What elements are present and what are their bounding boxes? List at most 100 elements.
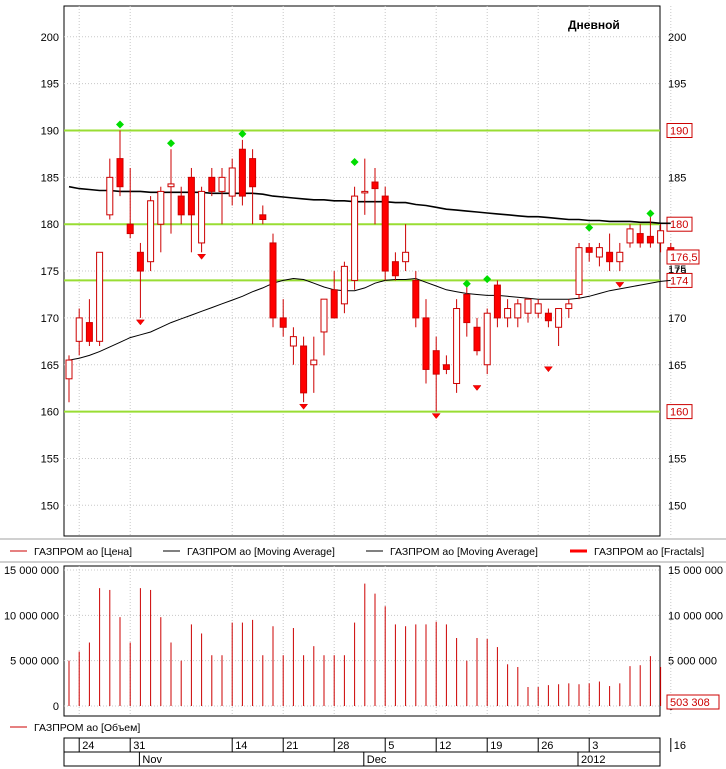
price-tick-right: 185 <box>668 172 686 184</box>
candle-body-down <box>126 223 134 235</box>
last-volume-box <box>666 694 720 710</box>
price-tick-left: 170 <box>41 313 59 325</box>
candle-body-up <box>453 308 461 384</box>
price-tick-left: 190 <box>41 126 59 138</box>
price-tick-right: 170 <box>668 313 686 325</box>
price-tick-right: 165 <box>668 360 686 372</box>
legend-label: ГАЗПРОМ ао [Moving Average] <box>390 546 538 558</box>
price-tick-left: 165 <box>41 360 59 372</box>
candle-body-down <box>187 176 195 216</box>
candle-body-down <box>473 326 481 352</box>
candle-body-down <box>606 251 614 263</box>
candle-body-up <box>555 308 563 328</box>
candle-body-down <box>422 317 430 370</box>
day-axis-label: 5 <box>388 740 394 752</box>
candle-body-up <box>504 308 512 319</box>
candle-body-up <box>65 359 73 380</box>
price-tick-left: 200 <box>41 32 59 44</box>
fractal-up-marker <box>646 209 655 218</box>
candle-body-up <box>616 251 624 263</box>
day-axis-label: 26 <box>541 740 553 752</box>
fractal-down-marker <box>615 282 625 288</box>
day-axis-label: 14 <box>235 740 247 752</box>
moving-average-fast <box>68 277 671 361</box>
day-axis-row <box>63 737 661 753</box>
day-axis-label: 21 <box>286 740 298 752</box>
day-axis-label: 31 <box>133 740 145 752</box>
legend-label: ГАЗПРОМ ао [Цена] <box>34 546 132 558</box>
legend-label: ГАЗПРОМ ао [Fractals] <box>594 546 704 558</box>
candle-body-up <box>198 190 206 244</box>
last-price-box <box>666 249 700 265</box>
candle-body-up <box>351 195 359 281</box>
price-tick-right: 195 <box>668 79 686 91</box>
period-label: Дневной <box>568 18 620 32</box>
price-panel: 1501501551551601601651651701701751751801… <box>41 5 700 537</box>
fractal-up-marker <box>238 129 247 138</box>
level-label-box <box>666 123 693 138</box>
fractal-down-marker <box>197 254 207 260</box>
candle-body-down <box>371 181 379 190</box>
candle-body-down <box>381 195 389 272</box>
candle-body-up <box>575 247 583 295</box>
day-axis-label: 19 <box>490 740 502 752</box>
day-axis-label: 3 <box>592 740 598 752</box>
day-axis-label: 28 <box>337 740 349 752</box>
price-tick-left: 150 <box>41 500 59 512</box>
candle-body-up <box>565 303 573 310</box>
candle-body-up <box>310 359 318 366</box>
level-label: 180 <box>670 219 688 231</box>
candle-body-down <box>249 158 257 188</box>
fractal-down-marker <box>299 403 309 410</box>
legend-label: ГАЗПРОМ ао [Объем] <box>34 722 140 734</box>
moving-average-slow <box>68 185 671 225</box>
price-tick-left: 195 <box>41 79 59 91</box>
volume-tick-left: 15 000 000 <box>4 565 59 577</box>
candle-body-up <box>218 176 226 192</box>
level-label-box <box>666 404 693 420</box>
month-axis-label: Nov <box>142 754 162 766</box>
candle-body-down <box>646 235 654 244</box>
candle-body-down <box>493 284 501 319</box>
candle-body-up <box>75 317 83 342</box>
candle-body-up <box>402 251 410 263</box>
candle-body-up <box>483 312 491 366</box>
last-volume-label: 503 308 <box>670 697 710 709</box>
candle-body-down <box>412 279 420 319</box>
candle-body-up <box>96 251 104 342</box>
volume-tick-left: 5 000 000 <box>10 656 59 668</box>
candle-body-down <box>463 293 471 324</box>
price-legend: ГАЗПРОМ ао [Цена] ГАЗПРОМ ао [Moving Aver… <box>0 538 726 563</box>
candle-body-down <box>177 195 185 216</box>
candle-body-up <box>534 303 542 314</box>
candle-body-down <box>238 148 246 197</box>
candle-body-up <box>106 176 114 216</box>
candle-body-up <box>167 183 175 188</box>
level-label: 160 <box>670 407 688 419</box>
candle-body-down <box>391 261 399 277</box>
candle-body-up <box>340 265 348 305</box>
legend-label: ГАЗПРОМ ао [Moving Average] <box>187 546 335 558</box>
volume-tick-right: 5 000 000 <box>668 656 717 668</box>
price-tick-right: 155 <box>668 453 686 465</box>
price-tick-left: 155 <box>41 453 59 465</box>
fractal-down-marker <box>472 385 482 391</box>
candle-body-up <box>289 336 297 347</box>
price-tick-left: 185 <box>41 172 59 184</box>
candle-body-down <box>544 312 552 322</box>
volume-tick-left: 10 000 000 <box>4 610 59 622</box>
fractal-up-marker <box>483 275 492 284</box>
candle-body-up <box>657 230 665 244</box>
day-axis-label: 16 <box>674 740 686 752</box>
price-tick-right: 200 <box>668 32 686 44</box>
month-axis-label: Dec <box>367 754 387 766</box>
candle-body-down <box>636 233 644 244</box>
month-axis-row <box>63 751 661 767</box>
date-axis: 24 31 14 21 28 5 12 19 26 3 16 Nov Dec 2012 <box>63 737 686 767</box>
candle-body-down <box>269 242 277 319</box>
candle-body-up <box>626 228 634 244</box>
level-label: 190 <box>670 126 688 138</box>
candle-body-down <box>442 364 450 370</box>
last-price-label: 176,5 <box>670 252 698 264</box>
candle-body-down <box>300 345 308 394</box>
